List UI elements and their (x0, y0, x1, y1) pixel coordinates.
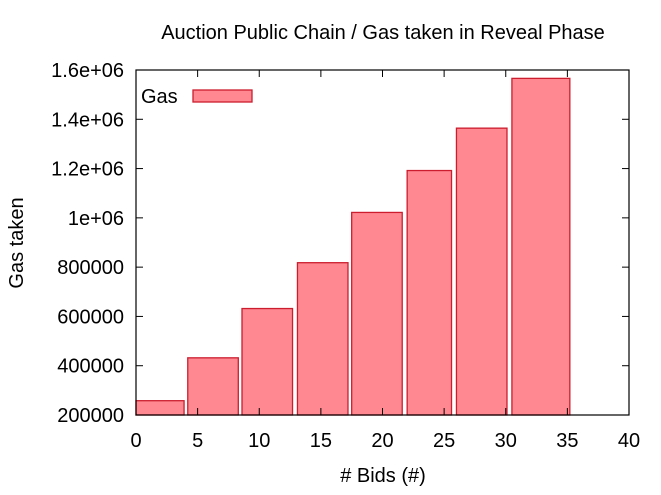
bars-group (135, 77, 571, 416)
ticks-group: 0 5 10 15 20 25 30 35 40 200000 400000 600000 800000… (51, 60, 640, 452)
y-tick-label-0: 200000 (57, 405, 124, 427)
bar-7 (511, 77, 571, 416)
bar-6 (455, 127, 508, 416)
bar-5 (406, 169, 453, 416)
bar-4 (351, 211, 403, 416)
y-tick-label-3: 800000 (57, 257, 124, 279)
legend-label: Gas (141, 86, 178, 108)
x-tick-label-5: 25 (433, 430, 455, 452)
y-axis-label: Gas taken (6, 197, 28, 288)
x-tick-label-1: 5 (192, 430, 203, 452)
x-tick-label-6: 30 (495, 430, 517, 452)
y-tick-label-2: 600000 (57, 306, 124, 328)
x-tick-label-0: 0 (130, 430, 141, 452)
y-tick-label-6: 1.4e+06 (51, 109, 124, 131)
x-tick-label-2: 10 (248, 430, 270, 452)
chart-title: Auction Public Chain / Gas taken in Reve… (161, 22, 605, 44)
y-tick-label-7: 1.6e+06 (51, 60, 124, 82)
bar-1 (187, 357, 239, 416)
bar-0 (135, 400, 185, 416)
y-tick-label-5: 1.2e+06 (51, 159, 124, 181)
y-tick-label-4: 1e+06 (68, 208, 124, 230)
x-tick-label-7: 35 (556, 430, 578, 452)
y-tick-label-1: 400000 (57, 356, 124, 378)
bar-2 (241, 307, 294, 416)
x-tick-label-4: 20 (371, 430, 393, 452)
legend: Gas (141, 86, 253, 108)
legend-swatch (192, 89, 253, 103)
x-axis-label: # Bids (#) (340, 465, 426, 487)
x-tick-label-8: 40 (618, 430, 640, 452)
x-tick-label-3: 15 (310, 430, 332, 452)
bar-3 (296, 262, 349, 416)
